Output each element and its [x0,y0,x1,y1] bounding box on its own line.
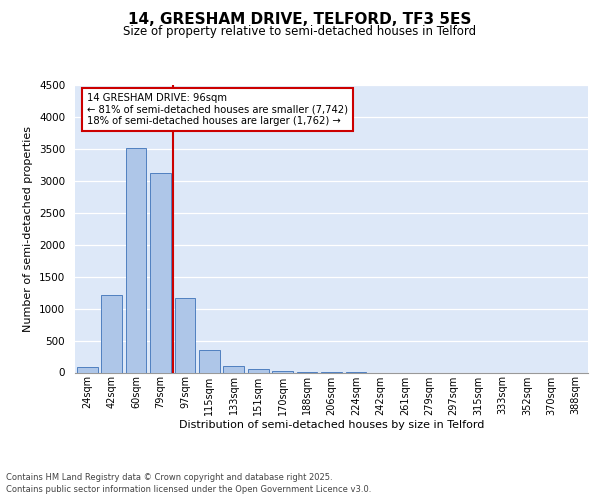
Text: 14 GRESHAM DRIVE: 96sqm
← 81% of semi-detached houses are smaller (7,742)
18% of: 14 GRESHAM DRIVE: 96sqm ← 81% of semi-de… [88,92,349,126]
Text: Contains HM Land Registry data © Crown copyright and database right 2025.: Contains HM Land Registry data © Crown c… [6,472,332,482]
Bar [272,371,293,372]
Bar [175,298,196,372]
Bar [77,368,98,372]
Bar [101,294,122,372]
Bar [248,369,269,372]
X-axis label: Distribution of semi-detached houses by size in Telford: Distribution of semi-detached houses by … [179,420,484,430]
Text: 14, GRESHAM DRIVE, TELFORD, TF3 5ES: 14, GRESHAM DRIVE, TELFORD, TF3 5ES [128,12,472,28]
Bar [199,350,220,372]
Y-axis label: Number of semi-detached properties: Number of semi-detached properties [23,126,34,332]
Text: Contains public sector information licensed under the Open Government Licence v3: Contains public sector information licen… [6,485,371,494]
Text: Size of property relative to semi-detached houses in Telford: Size of property relative to semi-detach… [124,25,476,38]
Bar [150,173,171,372]
Bar [223,366,244,372]
Bar [125,148,146,372]
